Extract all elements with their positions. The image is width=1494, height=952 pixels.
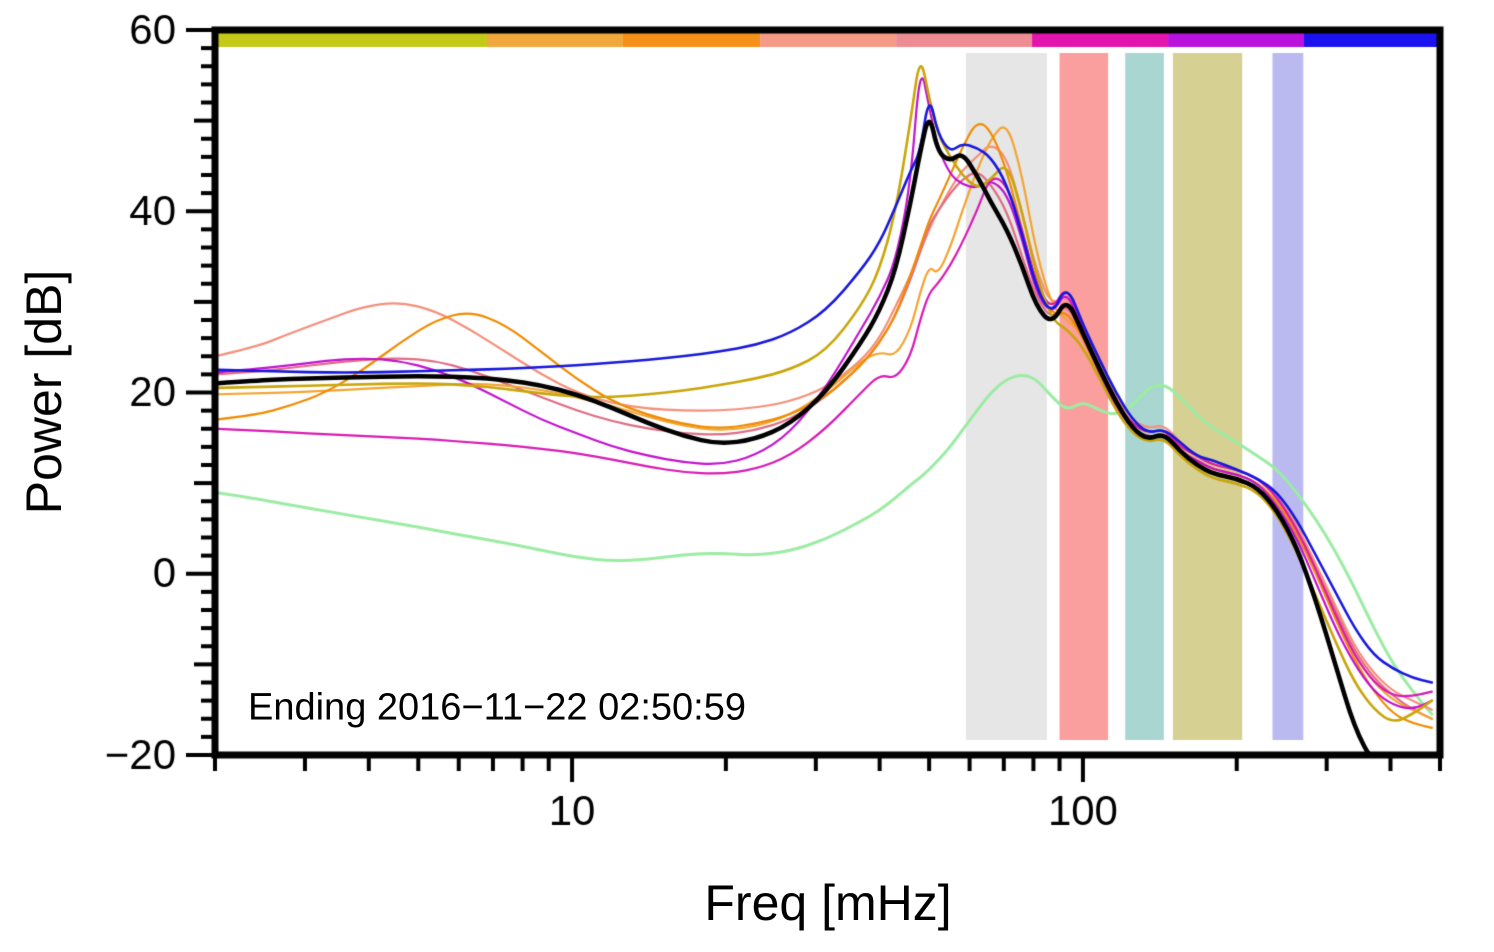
y-axis-label: Power [dB] — [16, 269, 72, 515]
x-axis-label: Freq [mHz] — [704, 875, 952, 931]
ending-time-annotation: Ending 2016−11−22 02:50:59 — [248, 686, 746, 729]
